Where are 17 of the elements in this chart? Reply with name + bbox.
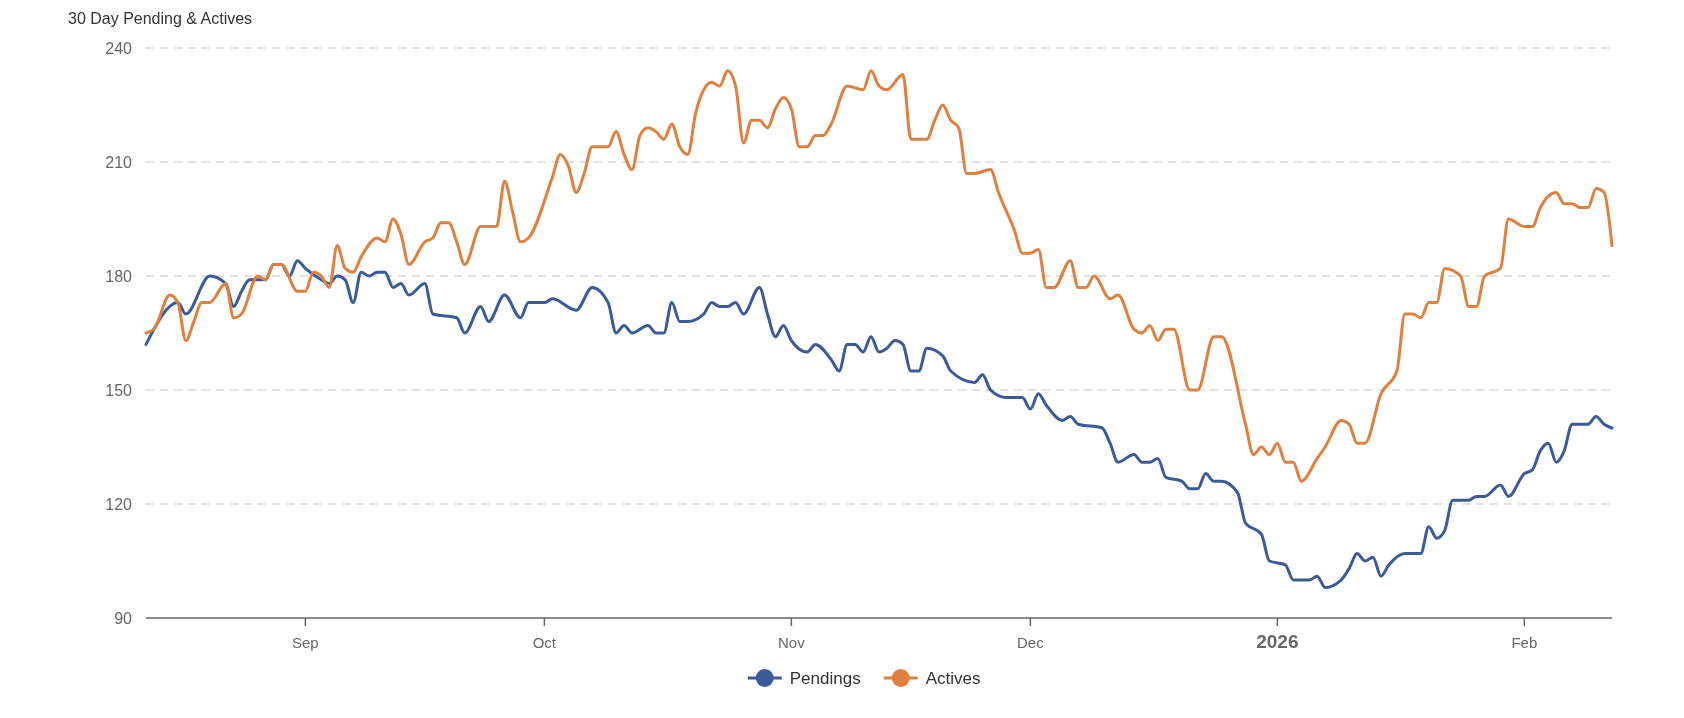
x-tick-label: Oct bbox=[532, 634, 557, 651]
legend-label: Actives bbox=[925, 668, 981, 688]
line-series bbox=[144, 69, 1614, 483]
legend-label: Pendings bbox=[789, 668, 861, 688]
y-tick-label: 150 bbox=[105, 381, 133, 399]
y-tick-label: 180 bbox=[105, 267, 133, 285]
y-tick-label: 120 bbox=[105, 495, 133, 513]
y-tick-label: 90 bbox=[114, 609, 133, 627]
y-tick-label: 240 bbox=[105, 39, 133, 57]
y-tick-label: 210 bbox=[105, 153, 133, 171]
line-series bbox=[144, 259, 1614, 590]
x-tick-label: Sep bbox=[292, 634, 319, 651]
x-tick-label: 2026 bbox=[1256, 631, 1299, 652]
chart-title: 30 Day Pending & Actives bbox=[68, 10, 253, 27]
x-tick-label: Feb bbox=[1511, 634, 1538, 651]
x-tick-label: Nov bbox=[778, 634, 806, 651]
x-tick-label: Dec bbox=[1017, 634, 1045, 651]
